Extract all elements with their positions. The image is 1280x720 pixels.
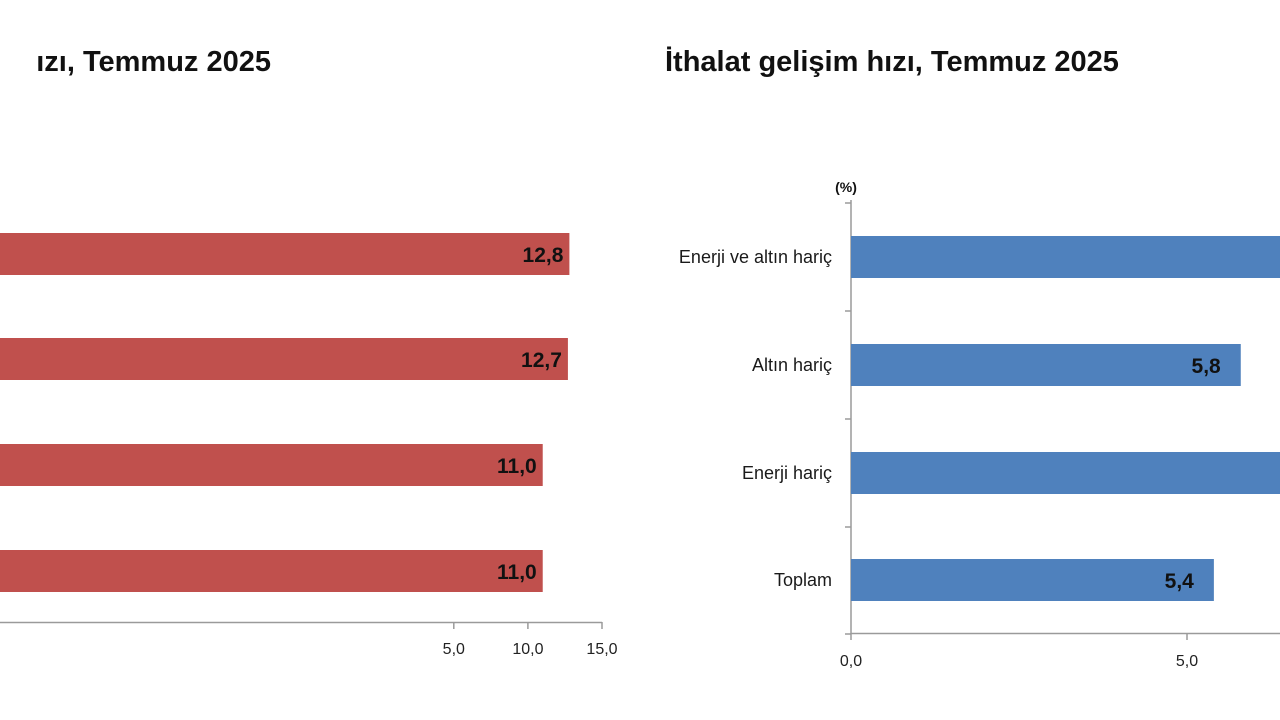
bar — [0, 444, 543, 486]
bar-value-label: 5,8 — [1192, 355, 1222, 378]
bar — [0, 550, 543, 592]
bar — [0, 338, 568, 380]
bar-value-label: 5,4 — [1165, 570, 1195, 593]
category-label: Enerji ve altın hariç — [679, 247, 832, 267]
x-tick-label: 10,0 — [512, 641, 543, 658]
bar-value-label: 11,0 — [497, 455, 537, 478]
bar — [851, 344, 1241, 386]
bar-value-label: 12,7 — [521, 349, 562, 372]
x-tick-label: 5,0 — [443, 641, 465, 658]
bar — [851, 452, 1280, 494]
bar — [851, 236, 1280, 278]
bar-value-label: 12,8 — [523, 244, 564, 267]
category-label: Enerji hariç — [742, 463, 832, 483]
category-label: Toplam — [774, 570, 832, 590]
bar — [0, 233, 570, 275]
x-tick-label: 5,0 — [1176, 653, 1198, 670]
left-chart-title: ızı, Temmuz 2025 — [36, 46, 271, 78]
unit-label: (%) — [835, 179, 857, 195]
category-label: Altın hariç — [752, 355, 832, 375]
bar — [851, 559, 1214, 601]
export-growth-chart: 5,0 10,0 15,0 12,8 12,7 11,0 11,0 — [0, 233, 618, 658]
x-tick-label: 0,0 — [840, 653, 862, 670]
import-growth-chart: (%) 0,0 5,0 Enerji ve altın hariç Altın hari… — [679, 179, 1280, 670]
x-tick-label: 15,0 — [586, 641, 617, 658]
right-chart-title: İthalat gelişim hızı, Temmuz 2025 — [665, 46, 1119, 78]
bar-value-label: 11,0 — [497, 561, 537, 584]
